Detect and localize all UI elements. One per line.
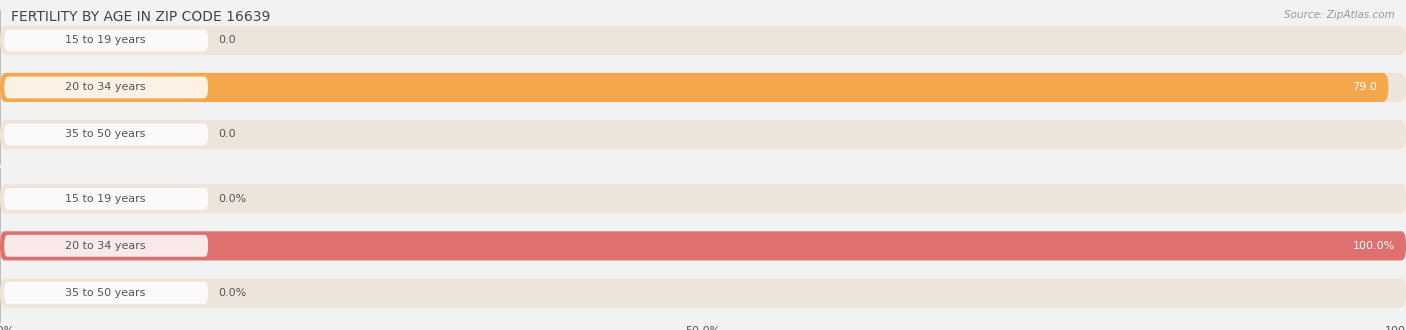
FancyBboxPatch shape: [0, 73, 1406, 102]
Text: 0.0: 0.0: [218, 35, 236, 46]
Text: 20 to 34 years: 20 to 34 years: [65, 241, 146, 251]
Text: 15 to 19 years: 15 to 19 years: [65, 194, 146, 204]
Text: 20 to 34 years: 20 to 34 years: [65, 82, 146, 92]
Text: 35 to 50 years: 35 to 50 years: [65, 288, 146, 298]
FancyBboxPatch shape: [0, 26, 1406, 55]
FancyBboxPatch shape: [4, 282, 208, 304]
Text: 79.0: 79.0: [1353, 82, 1376, 92]
FancyBboxPatch shape: [4, 29, 208, 51]
FancyBboxPatch shape: [4, 235, 208, 257]
FancyBboxPatch shape: [0, 120, 1406, 149]
Text: 100.0%: 100.0%: [1353, 241, 1395, 251]
Text: Source: ZipAtlas.com: Source: ZipAtlas.com: [1284, 10, 1395, 20]
Text: FERTILITY BY AGE IN ZIP CODE 16639: FERTILITY BY AGE IN ZIP CODE 16639: [11, 10, 270, 24]
FancyBboxPatch shape: [0, 231, 1406, 260]
FancyBboxPatch shape: [4, 77, 208, 98]
Text: 0.0: 0.0: [218, 129, 236, 140]
FancyBboxPatch shape: [4, 123, 208, 146]
Text: 15 to 19 years: 15 to 19 years: [65, 35, 146, 46]
FancyBboxPatch shape: [0, 278, 1406, 308]
Text: 0.0%: 0.0%: [218, 194, 246, 204]
FancyBboxPatch shape: [0, 73, 1389, 102]
FancyBboxPatch shape: [0, 184, 1406, 214]
FancyBboxPatch shape: [0, 231, 1406, 260]
Text: 0.0%: 0.0%: [218, 288, 246, 298]
FancyBboxPatch shape: [4, 188, 208, 210]
Text: 35 to 50 years: 35 to 50 years: [65, 129, 146, 140]
